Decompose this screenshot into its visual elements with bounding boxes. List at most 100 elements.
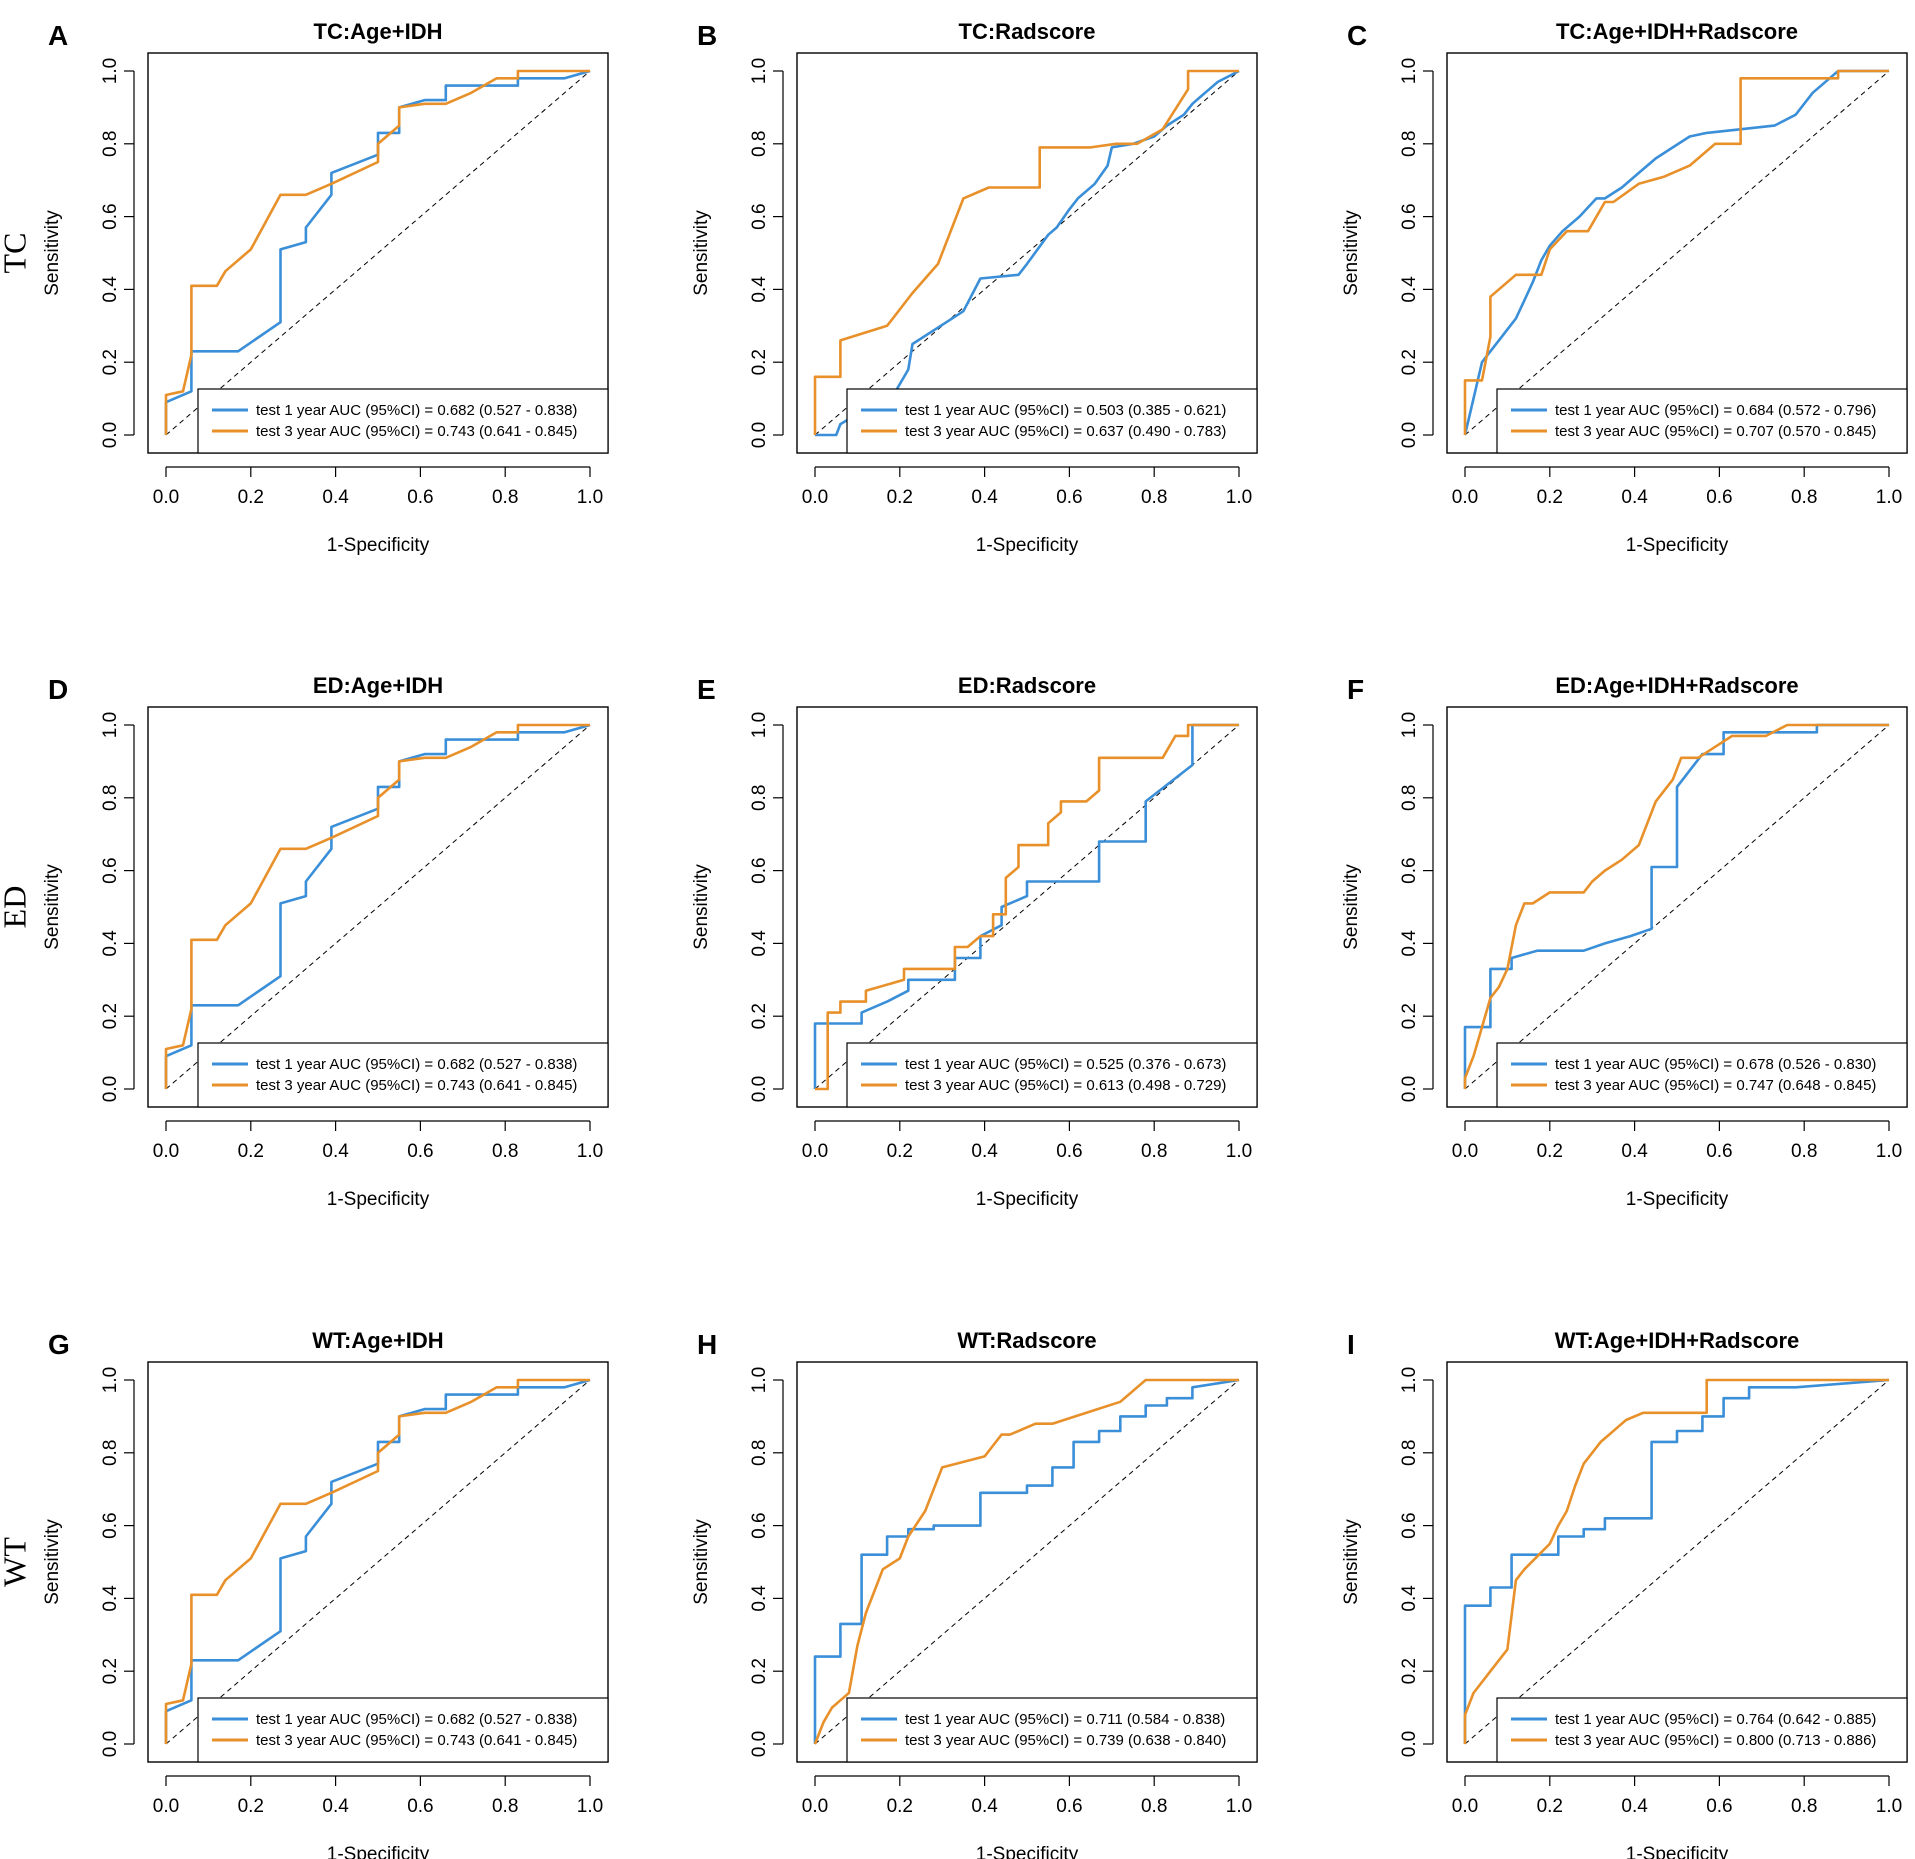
reference-diagonal bbox=[1464, 724, 1890, 1090]
panel-letter: E bbox=[697, 674, 716, 705]
legend-entry: test 1 year AUC (95%CI) = 0.764 (0.642 -… bbox=[1555, 1711, 1876, 1728]
legend: test 1 year AUC (95%CI) = 0.684 (0.572 -… bbox=[1496, 388, 1908, 454]
y-tick-label: 1.0 bbox=[100, 712, 121, 738]
y-tick-label: 1.0 bbox=[1399, 58, 1420, 84]
x-tick-label: 1.0 bbox=[1226, 1796, 1252, 1817]
y-tick-label: 1.0 bbox=[100, 1367, 121, 1393]
reference-diagonal bbox=[165, 1379, 591, 1745]
y-tick-label: 0.6 bbox=[100, 1512, 121, 1538]
chart-title: TC:Radscore bbox=[959, 19, 1096, 44]
y-tick-label: 0.4 bbox=[1399, 1585, 1420, 1612]
panel-letter: C bbox=[1347, 20, 1367, 51]
y-tick-label: 0.2 bbox=[749, 349, 770, 375]
legend-box bbox=[1496, 1042, 1908, 1108]
x-tick-label: 0.8 bbox=[492, 487, 518, 508]
y-tick-label: 1.0 bbox=[749, 58, 770, 84]
y-tick-label: 0.0 bbox=[1399, 1731, 1420, 1757]
y-tick-label: 0.8 bbox=[749, 785, 770, 811]
y-tick-label: 0.6 bbox=[749, 1512, 770, 1538]
x-tick-label: 1.0 bbox=[1876, 487, 1902, 508]
y-tick-label: 0.8 bbox=[100, 785, 121, 811]
x-tick-label: 0.4 bbox=[971, 1796, 998, 1817]
y-axis-label: Sensitivity bbox=[1341, 210, 1362, 296]
y-tick-label: 0.0 bbox=[100, 1731, 121, 1757]
x-tick-label: 0.2 bbox=[1537, 487, 1563, 508]
y-axis-label: Sensitivity bbox=[691, 210, 712, 296]
legend-box bbox=[846, 1697, 1258, 1763]
legend-box bbox=[1496, 388, 1908, 454]
x-tick-label: 0.2 bbox=[887, 487, 913, 508]
x-tick-label: 0.0 bbox=[802, 487, 828, 508]
chart-panel-a: A TC:Age+IDH 0.0 0.2 0.4 0.6 0.8 1.0 1-Specifici… bbox=[42, 19, 609, 556]
y-tick-label: 0.4 bbox=[749, 930, 770, 957]
y-tick-label: 0.4 bbox=[100, 1585, 121, 1612]
row-label: WT bbox=[0, 1537, 32, 1587]
x-tick-label: 0.2 bbox=[1537, 1141, 1563, 1162]
chart-title: ED:Radscore bbox=[958, 673, 1096, 698]
y-tick-label: 0.0 bbox=[100, 422, 121, 448]
chart-title: WT:Radscore bbox=[957, 1328, 1096, 1353]
chart-panel-e: E ED:Radscore 0.0 0.2 0.4 0.6 0.8 1.0 1-Specific… bbox=[691, 673, 1258, 1210]
legend-entry: test 1 year AUC (95%CI) = 0.678 (0.526 -… bbox=[1555, 1056, 1876, 1073]
roc-curve-series-1 bbox=[1463, 1378, 1890, 1744]
panel-letter: H bbox=[697, 1329, 717, 1360]
chart-panel-g: G WT:Age+IDH 0.0 0.2 0.4 0.6 0.8 1.0 1-Specifici… bbox=[42, 1328, 609, 1859]
y-tick-label: 1.0 bbox=[100, 58, 121, 84]
reference-diagonal bbox=[1464, 70, 1890, 436]
y-tick-label: 1.0 bbox=[749, 712, 770, 738]
x-tick-label: 0.2 bbox=[238, 487, 264, 508]
chart-panel-c: C TC:Age+IDH+Radscore 0.0 0.2 0.4 0.6 0.8 1.0 1-… bbox=[1341, 19, 1908, 556]
x-tick-label: 0.8 bbox=[1791, 1141, 1817, 1162]
x-tick-label: 0.4 bbox=[322, 1796, 349, 1817]
legend-box bbox=[846, 388, 1258, 454]
chart-title: ED:Age+IDH+Radscore bbox=[1555, 673, 1798, 698]
legend-entry: test 3 year AUC (95%CI) = 0.747 (0.648 -… bbox=[1555, 1077, 1876, 1094]
y-tick-label: 0.8 bbox=[100, 1440, 121, 1466]
x-tick-label: 0.2 bbox=[238, 1141, 264, 1162]
y-tick-label: 0.8 bbox=[1399, 785, 1420, 811]
chart-panel-d: D ED:Age+IDH 0.0 0.2 0.4 0.6 0.8 1.0 1-Specifici… bbox=[42, 673, 609, 1210]
legend-entry: test 3 year AUC (95%CI) = 0.743 (0.641 -… bbox=[256, 1732, 577, 1749]
roc-curve-series-1 bbox=[813, 1378, 1240, 1744]
roc-curve-series-2 bbox=[813, 1378, 1239, 1745]
y-tick-label: 0.4 bbox=[1399, 930, 1420, 957]
x-tick-label: 0.8 bbox=[1141, 1141, 1167, 1162]
reference-diagonal bbox=[165, 724, 591, 1090]
roc-curve-series-1 bbox=[1463, 723, 1889, 1089]
legend-box bbox=[197, 1042, 609, 1108]
y-tick-label: 0.2 bbox=[749, 1658, 770, 1684]
y-tick-label: 0.6 bbox=[100, 857, 121, 883]
x-tick-label: 0.0 bbox=[1452, 487, 1478, 508]
y-axis-label: Sensitivity bbox=[691, 864, 712, 950]
x-tick-label: 0.4 bbox=[322, 487, 349, 508]
y-tick-label: 0.8 bbox=[1399, 131, 1420, 157]
x-axis-label: 1-Specificity bbox=[976, 1844, 1079, 1859]
x-tick-label: 0.6 bbox=[407, 487, 433, 508]
y-tick-label: 0.4 bbox=[749, 276, 770, 303]
x-axis-label: 1-Specificity bbox=[327, 535, 430, 556]
chart-title: TC:Age+IDH+Radscore bbox=[1556, 19, 1798, 44]
x-tick-label: 0.0 bbox=[802, 1796, 828, 1817]
legend-entry: test 3 year AUC (95%CI) = 0.613 (0.498 -… bbox=[905, 1077, 1226, 1094]
x-tick-label: 0.0 bbox=[1452, 1141, 1478, 1162]
legend-entry: test 1 year AUC (95%CI) = 0.711 (0.584 -… bbox=[905, 1711, 1225, 1728]
roc-curve-series-2 bbox=[1463, 69, 1889, 435]
reference-diagonal bbox=[814, 70, 1240, 436]
x-tick-label: 0.4 bbox=[1621, 1141, 1648, 1162]
y-tick-label: 0.4 bbox=[100, 276, 121, 303]
x-tick-label: 0.4 bbox=[1621, 487, 1648, 508]
row-label: TC bbox=[0, 233, 32, 274]
y-tick-label: 0.6 bbox=[749, 857, 770, 883]
y-tick-label: 0.2 bbox=[1399, 349, 1420, 375]
y-tick-label: 1.0 bbox=[1399, 1367, 1420, 1393]
y-tick-label: 0.0 bbox=[749, 422, 770, 448]
chart-panel-f: F ED:Age+IDH+Radscore 0.0 0.2 0.4 0.6 0.8 1.0 1-… bbox=[1341, 673, 1908, 1210]
y-tick-label: 0.8 bbox=[749, 1440, 770, 1466]
legend: test 1 year AUC (95%CI) = 0.525 (0.376 -… bbox=[846, 1042, 1258, 1108]
roc-curve-series-2 bbox=[164, 1378, 590, 1744]
x-tick-label: 0.4 bbox=[971, 1141, 998, 1162]
y-tick-label: 0.2 bbox=[100, 1658, 121, 1684]
y-tick-label: 0.2 bbox=[100, 1003, 121, 1029]
x-tick-label: 0.4 bbox=[322, 1141, 349, 1162]
